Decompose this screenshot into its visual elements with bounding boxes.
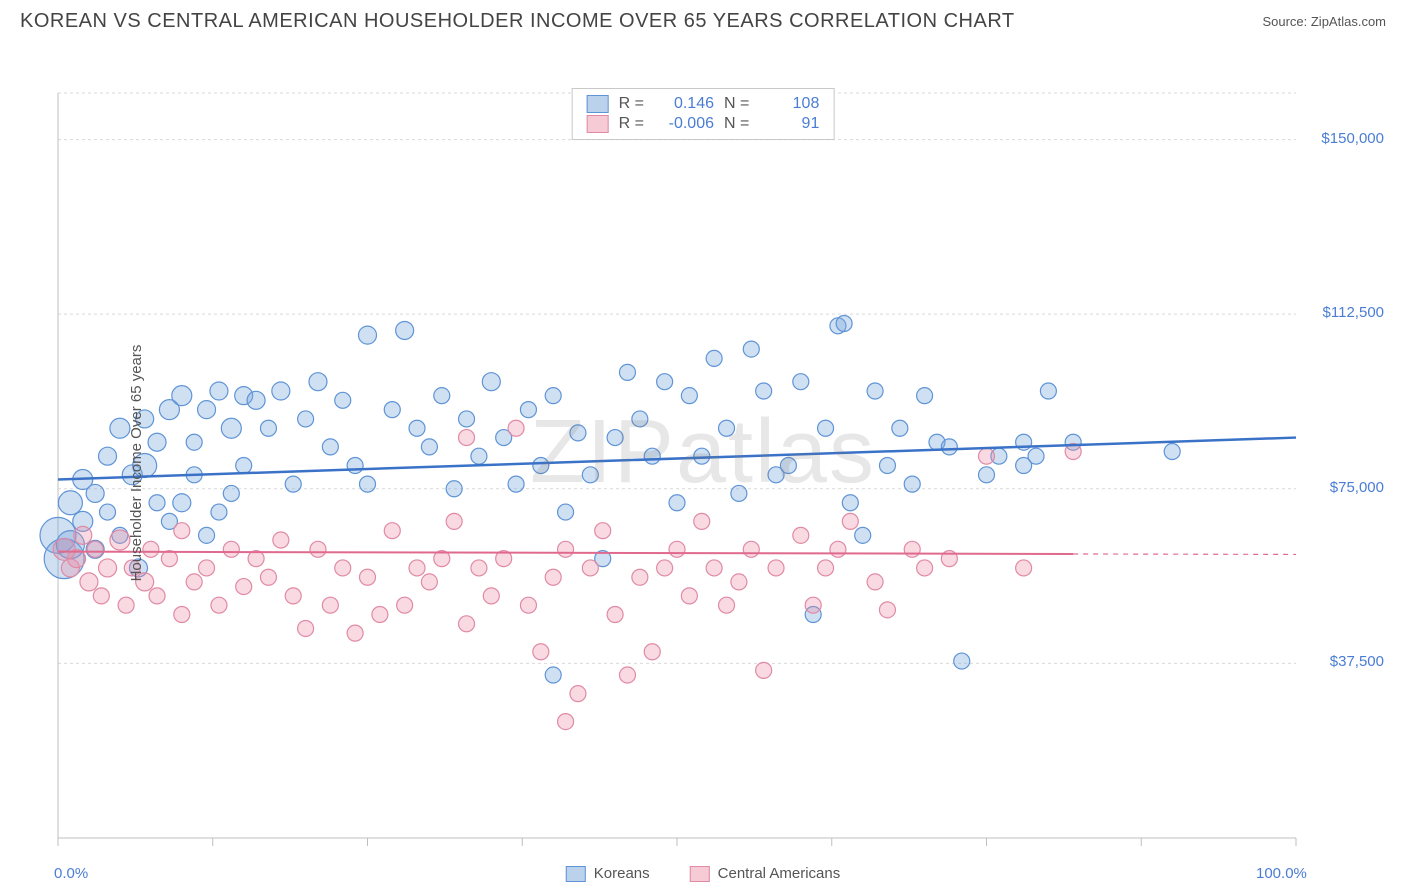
y-tick-label: $112,500	[1323, 304, 1384, 321]
stats-swatch	[587, 115, 609, 133]
stats-r-label: R =	[619, 115, 644, 133]
scatter-plot-svg	[0, 38, 1406, 888]
legend-item: Koreans	[566, 865, 650, 882]
y-axis-label: Householder Income Over 65 years	[128, 345, 145, 582]
stats-r-value: -0.006	[654, 115, 714, 133]
stats-legend-box: R = 0.146 N = 108 R = -0.006 N = 91	[572, 88, 835, 140]
y-tick-label: $150,000	[1321, 130, 1384, 147]
legend-swatch	[690, 866, 710, 882]
legend-label: Central Americans	[718, 865, 841, 882]
chart-title: KOREAN VS CENTRAL AMERICAN HOUSEHOLDER I…	[20, 10, 1015, 33]
stats-n-label: N =	[724, 115, 749, 133]
legend-item: Central Americans	[690, 865, 841, 882]
chart-source: Source: ZipAtlas.com	[1262, 14, 1386, 29]
y-tick-label: $37,500	[1330, 653, 1384, 670]
stats-r-label: R =	[619, 95, 644, 113]
y-tick-label: $75,000	[1330, 479, 1384, 496]
chart-header: KOREAN VS CENTRAL AMERICAN HOUSEHOLDER I…	[0, 0, 1406, 38]
stats-n-value: 91	[759, 115, 819, 133]
stats-row: R = -0.006 N = 91	[587, 115, 820, 133]
chart-area: Householder Income Over 65 years ZIPatla…	[0, 38, 1406, 888]
stats-n-label: N =	[724, 95, 749, 113]
stats-swatch	[587, 95, 609, 113]
stats-n-value: 108	[759, 95, 819, 113]
legend-label: Koreans	[594, 865, 650, 882]
stats-row: R = 0.146 N = 108	[587, 95, 820, 113]
x-tick-label: 0.0%	[54, 865, 88, 882]
stats-r-value: 0.146	[654, 95, 714, 113]
x-tick-label: 100.0%	[1256, 865, 1307, 882]
series-legend: Koreans Central Americans	[566, 865, 840, 882]
legend-swatch	[566, 866, 586, 882]
